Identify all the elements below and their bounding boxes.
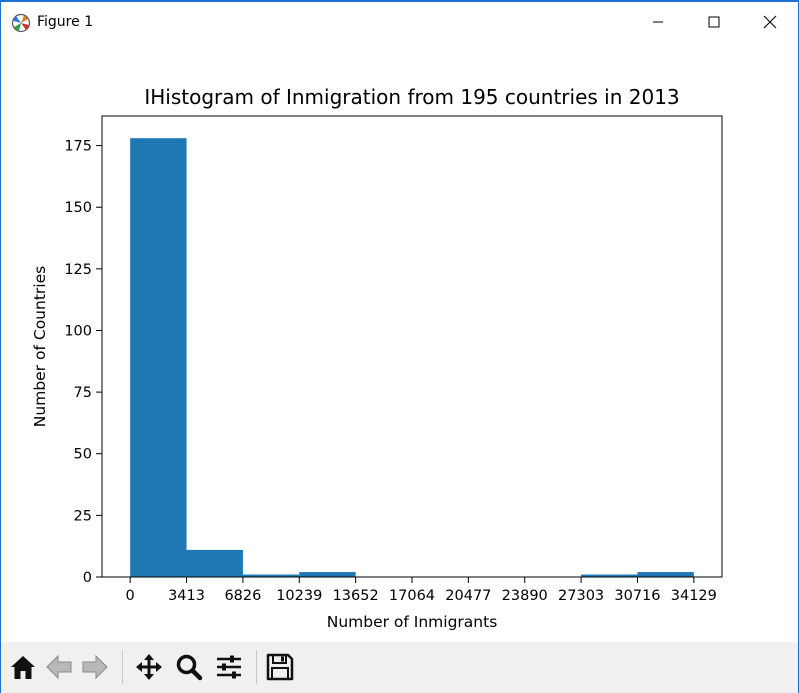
back-arrow-icon	[46, 654, 72, 680]
forward-arrow-icon	[82, 654, 108, 680]
x-tick-label: 10239	[276, 588, 322, 604]
x-axis-label: Number of Inmigrants	[327, 613, 498, 631]
forward-button[interactable]	[79, 651, 111, 683]
zoom-icon	[176, 654, 203, 681]
configure-subplots-icon	[217, 655, 241, 679]
toolbar-separator	[122, 650, 123, 684]
back-button[interactable]	[43, 651, 75, 683]
zoom-button[interactable]	[173, 651, 205, 683]
minimize-icon	[653, 21, 663, 23]
histogram-bar	[130, 138, 187, 577]
maximize-button[interactable]	[691, 2, 737, 42]
y-tick-label: 175	[64, 139, 92, 155]
x-tick-label: 27303	[558, 588, 604, 604]
home-button[interactable]	[7, 651, 39, 683]
y-tick-label: 50	[74, 447, 92, 463]
x-tick-label: 13652	[333, 588, 379, 604]
matplotlib-logo-icon	[11, 13, 31, 33]
histogram-bar	[299, 572, 356, 577]
toolbar-separator	[256, 650, 257, 684]
histogram-bar	[242, 574, 300, 577]
histogram-chart: IHistogram of Inmigration from 195 count…	[31, 85, 723, 631]
window-title: Figure 1	[37, 14, 94, 30]
x-tick-label: 34129	[671, 588, 717, 604]
home-icon	[11, 656, 35, 679]
x-tick-label: 30716	[614, 588, 660, 604]
y-axis-label: Number of Countries	[31, 266, 49, 427]
x-tick-label: 20477	[445, 588, 491, 604]
y-tick-label: 150	[64, 200, 92, 216]
plot-frame	[101, 115, 723, 578]
title-bar[interactable]: Figure 1	[1, 2, 798, 42]
y-tick-label: 0	[83, 570, 92, 586]
x-tick-label: 17064	[389, 588, 435, 604]
maximize-icon	[708, 16, 720, 28]
save-icon	[266, 653, 294, 681]
pan-button[interactable]	[133, 651, 165, 683]
x-tick-label: 0	[126, 588, 135, 604]
close-icon	[763, 15, 777, 29]
configure-subplots-button[interactable]	[213, 651, 245, 683]
navigation-toolbar	[1, 642, 798, 693]
save-button[interactable]	[264, 651, 296, 683]
minimize-button[interactable]	[635, 2, 681, 42]
pan-icon	[136, 654, 162, 680]
y-tick-label: 125	[64, 262, 92, 278]
x-tick-label: 6826	[224, 588, 261, 604]
chart-title: IHistogram of Inmigration from 195 count…	[144, 85, 679, 109]
histogram-bar	[581, 574, 638, 577]
y-tick-label: 25	[74, 508, 92, 524]
close-button[interactable]	[747, 2, 793, 42]
x-tick-label: 23890	[502, 588, 548, 604]
histogram-bar	[637, 572, 694, 577]
x-tick-label: 3413	[168, 588, 205, 604]
y-tick-label: 75	[74, 385, 92, 401]
y-tick-label: 100	[64, 323, 92, 339]
histogram-bar	[186, 549, 243, 577]
